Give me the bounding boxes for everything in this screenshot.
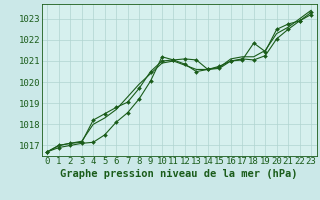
X-axis label: Graphe pression niveau de la mer (hPa): Graphe pression niveau de la mer (hPa) [60,169,298,179]
